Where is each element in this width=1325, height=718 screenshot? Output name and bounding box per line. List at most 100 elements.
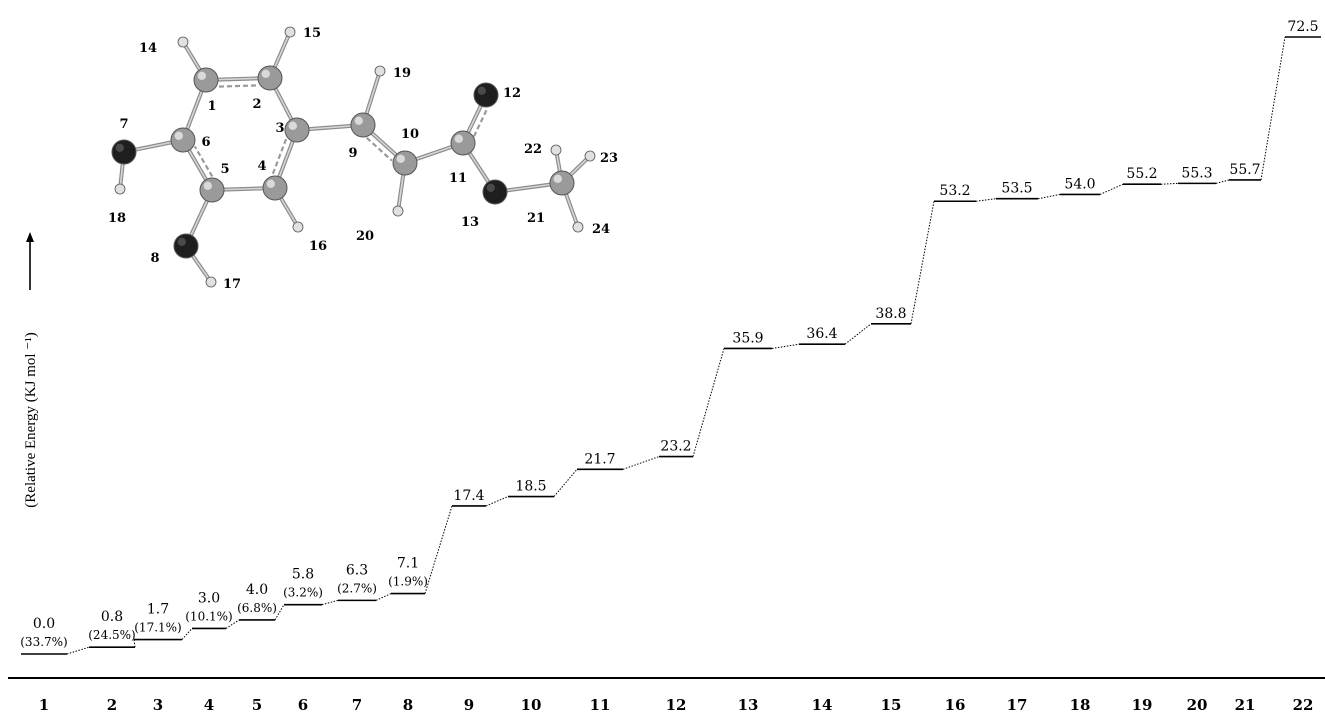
population-label-8: (1.9%) [388,575,428,589]
energy-value-label-8: 7.1 [397,556,419,572]
atom-sphere-12 [473,82,499,108]
atom-shine-21 [553,174,562,183]
level-connector-14-15 [844,323,872,345]
x-tick-label-19: 19 [1132,696,1153,714]
population-label-3: (17.1%) [134,621,181,635]
level-connector-9-10 [485,496,509,507]
energy-value-label-18: 54.0 [1064,176,1095,192]
atom-sphere-14 [177,36,189,48]
atom-label-9: 9 [348,146,357,161]
energy-value-label-19: 55.2 [1126,166,1157,182]
atom-shine-13 [486,183,495,192]
atom-shine-10 [396,154,405,163]
level-connector-2-3 [133,639,136,648]
atom-label-17: 17 [223,277,241,292]
y-axis-label-group: (Relative Energy (KJ mol ⁻¹) [23,332,39,507]
atom-sphere-15 [284,26,296,38]
energy-value-label-16: 53.2 [939,183,970,199]
x-tick-label-22: 22 [1293,696,1314,714]
atom-sphere-23 [584,150,596,162]
atom-label-10: 10 [401,127,419,142]
atom-label-5: 5 [220,162,229,177]
energy-value-label-15: 38.8 [875,306,906,322]
energy-value-label-7: 6.3 [346,562,368,578]
population-label-4: (10.1%) [185,609,232,623]
population-label-2: (24.5%) [88,628,135,642]
molecule-double-bond [193,145,214,178]
x-tick-label-21: 21 [1235,696,1256,714]
population-label-1: (33.7%) [20,635,67,649]
level-connector-13-14 [771,343,800,349]
level-connector-8-9 [424,505,453,594]
atom-label-3: 3 [275,121,284,136]
atom-label-14: 14 [139,41,157,56]
population-label-6: (3.2%) [283,586,323,600]
atom-sphere-7 [111,139,137,165]
level-connector-16-17 [975,198,997,202]
atom-sphere-9 [350,112,376,138]
energy-value-label-11: 21.7 [584,451,615,467]
molecule-double-bond [271,138,288,175]
atom-label-12: 12 [503,86,521,101]
atom-label-6: 6 [201,135,210,150]
atom-sphere-24 [572,221,584,233]
atom-sphere-11 [450,130,476,156]
population-label-7: (2.7%) [337,581,377,595]
atom-sphere-18 [114,183,126,195]
y-axis-label: (Relative Energy (KJ mol ⁻¹) [23,332,39,507]
energy-value-label-6: 5.8 [292,567,314,583]
atom-shine-8 [177,237,186,246]
energy-value-label-12: 23.2 [660,439,691,455]
atom-shine-1 [197,71,206,81]
x-tick-label-14: 14 [812,696,833,714]
level-connector-6-7 [321,599,339,606]
atom-label-4: 4 [257,159,266,174]
x-tick-label-6: 6 [298,696,308,714]
atom-sphere-17 [205,276,217,288]
energy-value-label-21: 55.7 [1229,162,1260,178]
atom-shine-3 [288,121,297,130]
atom-sphere-3 [284,117,310,143]
x-tick-label-3: 3 [153,696,163,714]
atom-label-21: 21 [527,211,545,226]
atom-shine-9 [354,116,363,126]
energy-value-label-1: 0.0 [33,616,55,632]
level-connector-1-2 [66,646,90,655]
atom-label-7: 7 [119,117,128,132]
atom-label-20: 20 [356,229,374,244]
x-tick-label-13: 13 [738,696,759,714]
population-label-5: (6.8%) [237,601,277,615]
atom-shine-6 [174,131,183,140]
level-connector-3-4 [181,628,193,640]
atom-sphere-10 [392,150,418,176]
atom-label-13: 13 [461,215,479,230]
x-tick-label-9: 9 [464,696,474,714]
energy-value-label-14: 36.4 [806,326,837,342]
atom-sphere-4 [262,175,288,201]
atom-label-22: 22 [524,142,542,157]
x-tick-label-12: 12 [666,696,687,714]
atom-label-16: 16 [309,239,327,254]
atom-label-1: 1 [207,99,216,114]
energy-value-label-3: 1.7 [147,602,169,618]
atom-label-19: 19 [393,66,411,81]
level-connector-15-16 [910,201,935,324]
level-connector-21-22 [1260,36,1286,181]
atom-sphere-19 [374,65,386,77]
x-tick-label-15: 15 [881,696,902,714]
atom-label-24: 24 [592,222,610,237]
x-tick-label-1: 1 [39,696,49,714]
energy-value-label-9: 17.4 [453,488,484,504]
x-tick-label-10: 10 [521,696,542,714]
x-tick-label-17: 17 [1007,696,1028,714]
x-tick-label-18: 18 [1070,696,1091,714]
atom-sphere-2 [257,65,283,91]
atom-label-8: 8 [150,251,159,266]
energy-value-label-22: 72.5 [1287,19,1318,35]
atom-label-2: 2 [252,97,261,112]
y-axis-arrowhead [26,232,34,242]
x-tick-labels: 1 2 3 4 5 6 7 8 9 10 11 12 13 14 15 16 17 18 19 20 21 22 [39,696,1314,714]
energy-value-label-4: 3.0 [198,590,220,606]
atom-shine-5 [203,181,212,190]
